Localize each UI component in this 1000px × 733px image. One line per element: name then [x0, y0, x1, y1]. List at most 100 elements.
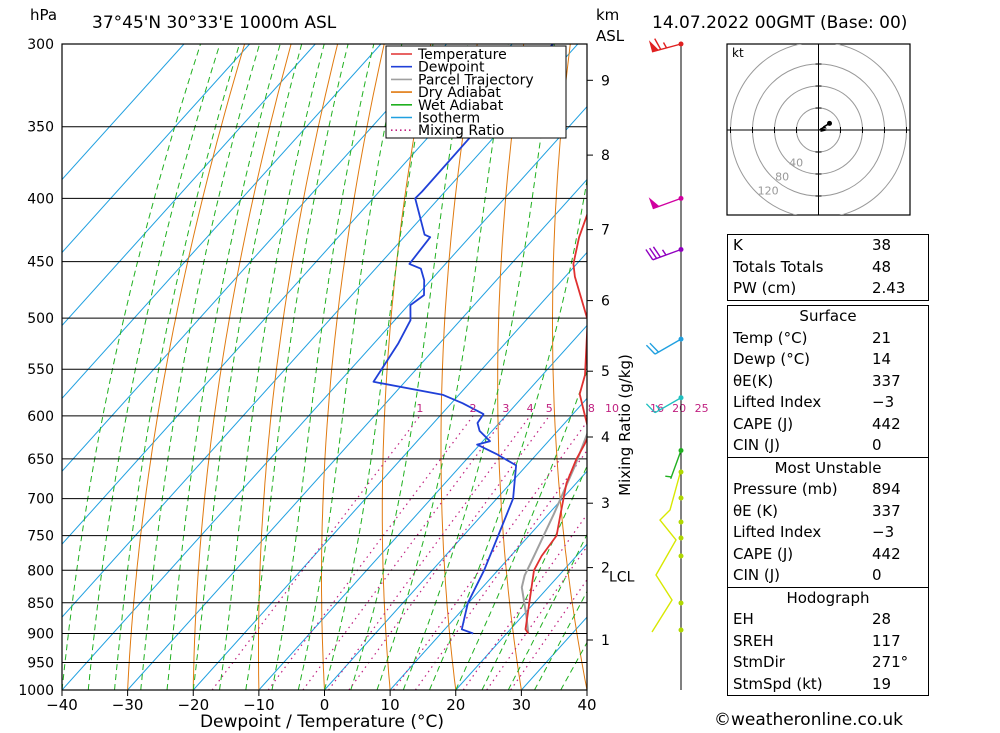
wind-barb-feather [649, 342, 660, 353]
index-row-totals: Totals Totals 48 [733, 257, 892, 276]
wind-barb-half-feather [661, 249, 667, 256]
pressure-tick-label: 1000 [18, 683, 54, 699]
dry-adiabat-line [989, 44, 1000, 690]
mixing-ratio-line [348, 415, 550, 690]
wind-barb [648, 38, 684, 53]
hodograph-end-dot [827, 120, 832, 126]
legend-label: Temperature [417, 47, 507, 63]
isotherm-line [62, 44, 382, 400]
isotherm-line [62, 44, 513, 545]
isotherm-line [62, 44, 316, 327]
wind-barb [645, 336, 684, 355]
km-unit-label: km [596, 6, 619, 24]
dry-adiabat-line [381, 44, 432, 690]
mixing-ratio-line [211, 415, 421, 690]
mixing-ratio-label: 2 [470, 402, 477, 415]
pressure-tick-label: 650 [27, 452, 54, 468]
mixing-ratio-label: 8 [588, 402, 595, 415]
mu-row-pressure: Pressure (mb) 894 [733, 480, 901, 498]
isotherm-line [62, 105, 587, 690]
wind-barb [665, 448, 684, 479]
wind-barb-dot [678, 448, 684, 453]
km-tick-label: 2 [601, 561, 610, 577]
surface-row-li: Lifted Index −3 [733, 393, 895, 411]
km-tick-label: 1 [601, 633, 610, 649]
x-tick-label: 10 [381, 696, 400, 714]
pressure-tick-label: 450 [27, 255, 54, 271]
isotherm-line [324, 397, 587, 690]
dry-adiabat-line [657, 44, 718, 690]
isotherm-line [127, 178, 587, 690]
pressure-tick-label: 600 [27, 409, 54, 425]
trace-parcel-trajectory [520, 431, 587, 634]
hodograph-storm-motion-arrow [820, 128, 829, 132]
mixing-ratio-labels: 1 2 3 4 5 8 10 16 20 25 [416, 402, 708, 415]
indices-table: K 38 Totals Totals 48 PW (cm) 2.43 [727, 234, 929, 301]
wet-adiabat-line [350, 44, 469, 690]
pressure-tick-label: 350 [27, 120, 54, 136]
hodo-row-stmdir: StmDir 271° [733, 653, 909, 671]
axes: 3003504004505005506006507007508008509009… [18, 37, 634, 714]
mixing-ratio-line [267, 415, 474, 690]
wind-barb-dot [678, 519, 684, 525]
isotherm-line [62, 44, 185, 181]
wet-adiabat-line [481, 464, 587, 690]
hodo-row-sreh: SREH 117 [733, 631, 901, 650]
wind-barb-dot [678, 469, 684, 475]
isotherm-line [62, 44, 579, 618]
wind-barb-feather [645, 403, 656, 414]
mixing-ratio-line [486, 545, 587, 690]
datetime-title: 14.07.2022 00GMT (Base: 00) [652, 13, 907, 33]
pressure-tick-label: 800 [27, 563, 54, 579]
wind-barb-staff [670, 450, 682, 479]
mixing-ratio-label: 10 [605, 402, 619, 415]
surface-row-temp: Temp (°C) 21 [733, 328, 892, 347]
legend-label: Parcel Trajectory [418, 72, 534, 88]
x-tick-label: 0 [320, 696, 330, 714]
hodograph-ring-label: 40 [789, 156, 803, 169]
wind-barb-feather [652, 246, 661, 258]
km-tick-label: 3 [601, 496, 610, 512]
wet-adiabat-line [140, 44, 261, 690]
trace-temperature [524, 212, 587, 634]
most-unstable-title: Most Unstable [728, 456, 928, 480]
hodograph-unit-label: kt [732, 46, 744, 60]
surface-row-dewp: Dewp (°C) 14 [733, 350, 892, 368]
km-tick-label: 7 [601, 223, 610, 239]
dry-adiabat-line [127, 44, 246, 690]
dry-adiabat-line [943, 44, 1000, 690]
km-tick-label: 9 [601, 73, 610, 89]
hodo-row-eh: EH 28 [733, 610, 892, 628]
x-tick-label: 20 [446, 696, 465, 714]
pressure-tick-label: 550 [27, 362, 54, 378]
footer-credit[interactable]: ©weatheronline.co.uk [714, 710, 904, 730]
wet-adiabat-line [507, 533, 587, 690]
surface-row-thetae: θE(K) 337 [733, 371, 901, 390]
mixing-ratio-label: 5 [546, 402, 553, 415]
mixing-ratio-label: 1 [416, 402, 423, 415]
x-tick-label: 40 [577, 696, 596, 714]
pressure-tick-label: 900 [27, 627, 54, 643]
asl-unit-label: ASL [596, 27, 625, 45]
mixing-ratio-line [414, 449, 587, 690]
hodograph-ring-label: 120 [758, 184, 779, 197]
km-tick-label: 8 [601, 148, 610, 164]
mu-row-cin: CIN (J) 0 [733, 566, 882, 584]
wind-barbs [645, 38, 684, 690]
wet-adiabat-line [402, 44, 555, 690]
mu-row-cape: CAPE (J) 442 [733, 544, 901, 563]
wind-barb-half-feather [655, 404, 661, 411]
wind-barb-half-feather [662, 42, 668, 49]
x-tick-label: −20 [177, 696, 209, 714]
km-tick-label: 5 [601, 364, 610, 380]
wind-barb [645, 246, 684, 261]
surface-row-cin: CIN (J) 0 [733, 436, 882, 454]
wind-barb-feather [649, 247, 658, 259]
lcl-label: LCL [609, 570, 635, 586]
pressure-tick-label: 400 [27, 191, 54, 207]
wind-barb-dot [678, 600, 684, 606]
pressure-tick-label: 850 [27, 596, 54, 612]
low-level-wind-trace [651, 469, 682, 633]
